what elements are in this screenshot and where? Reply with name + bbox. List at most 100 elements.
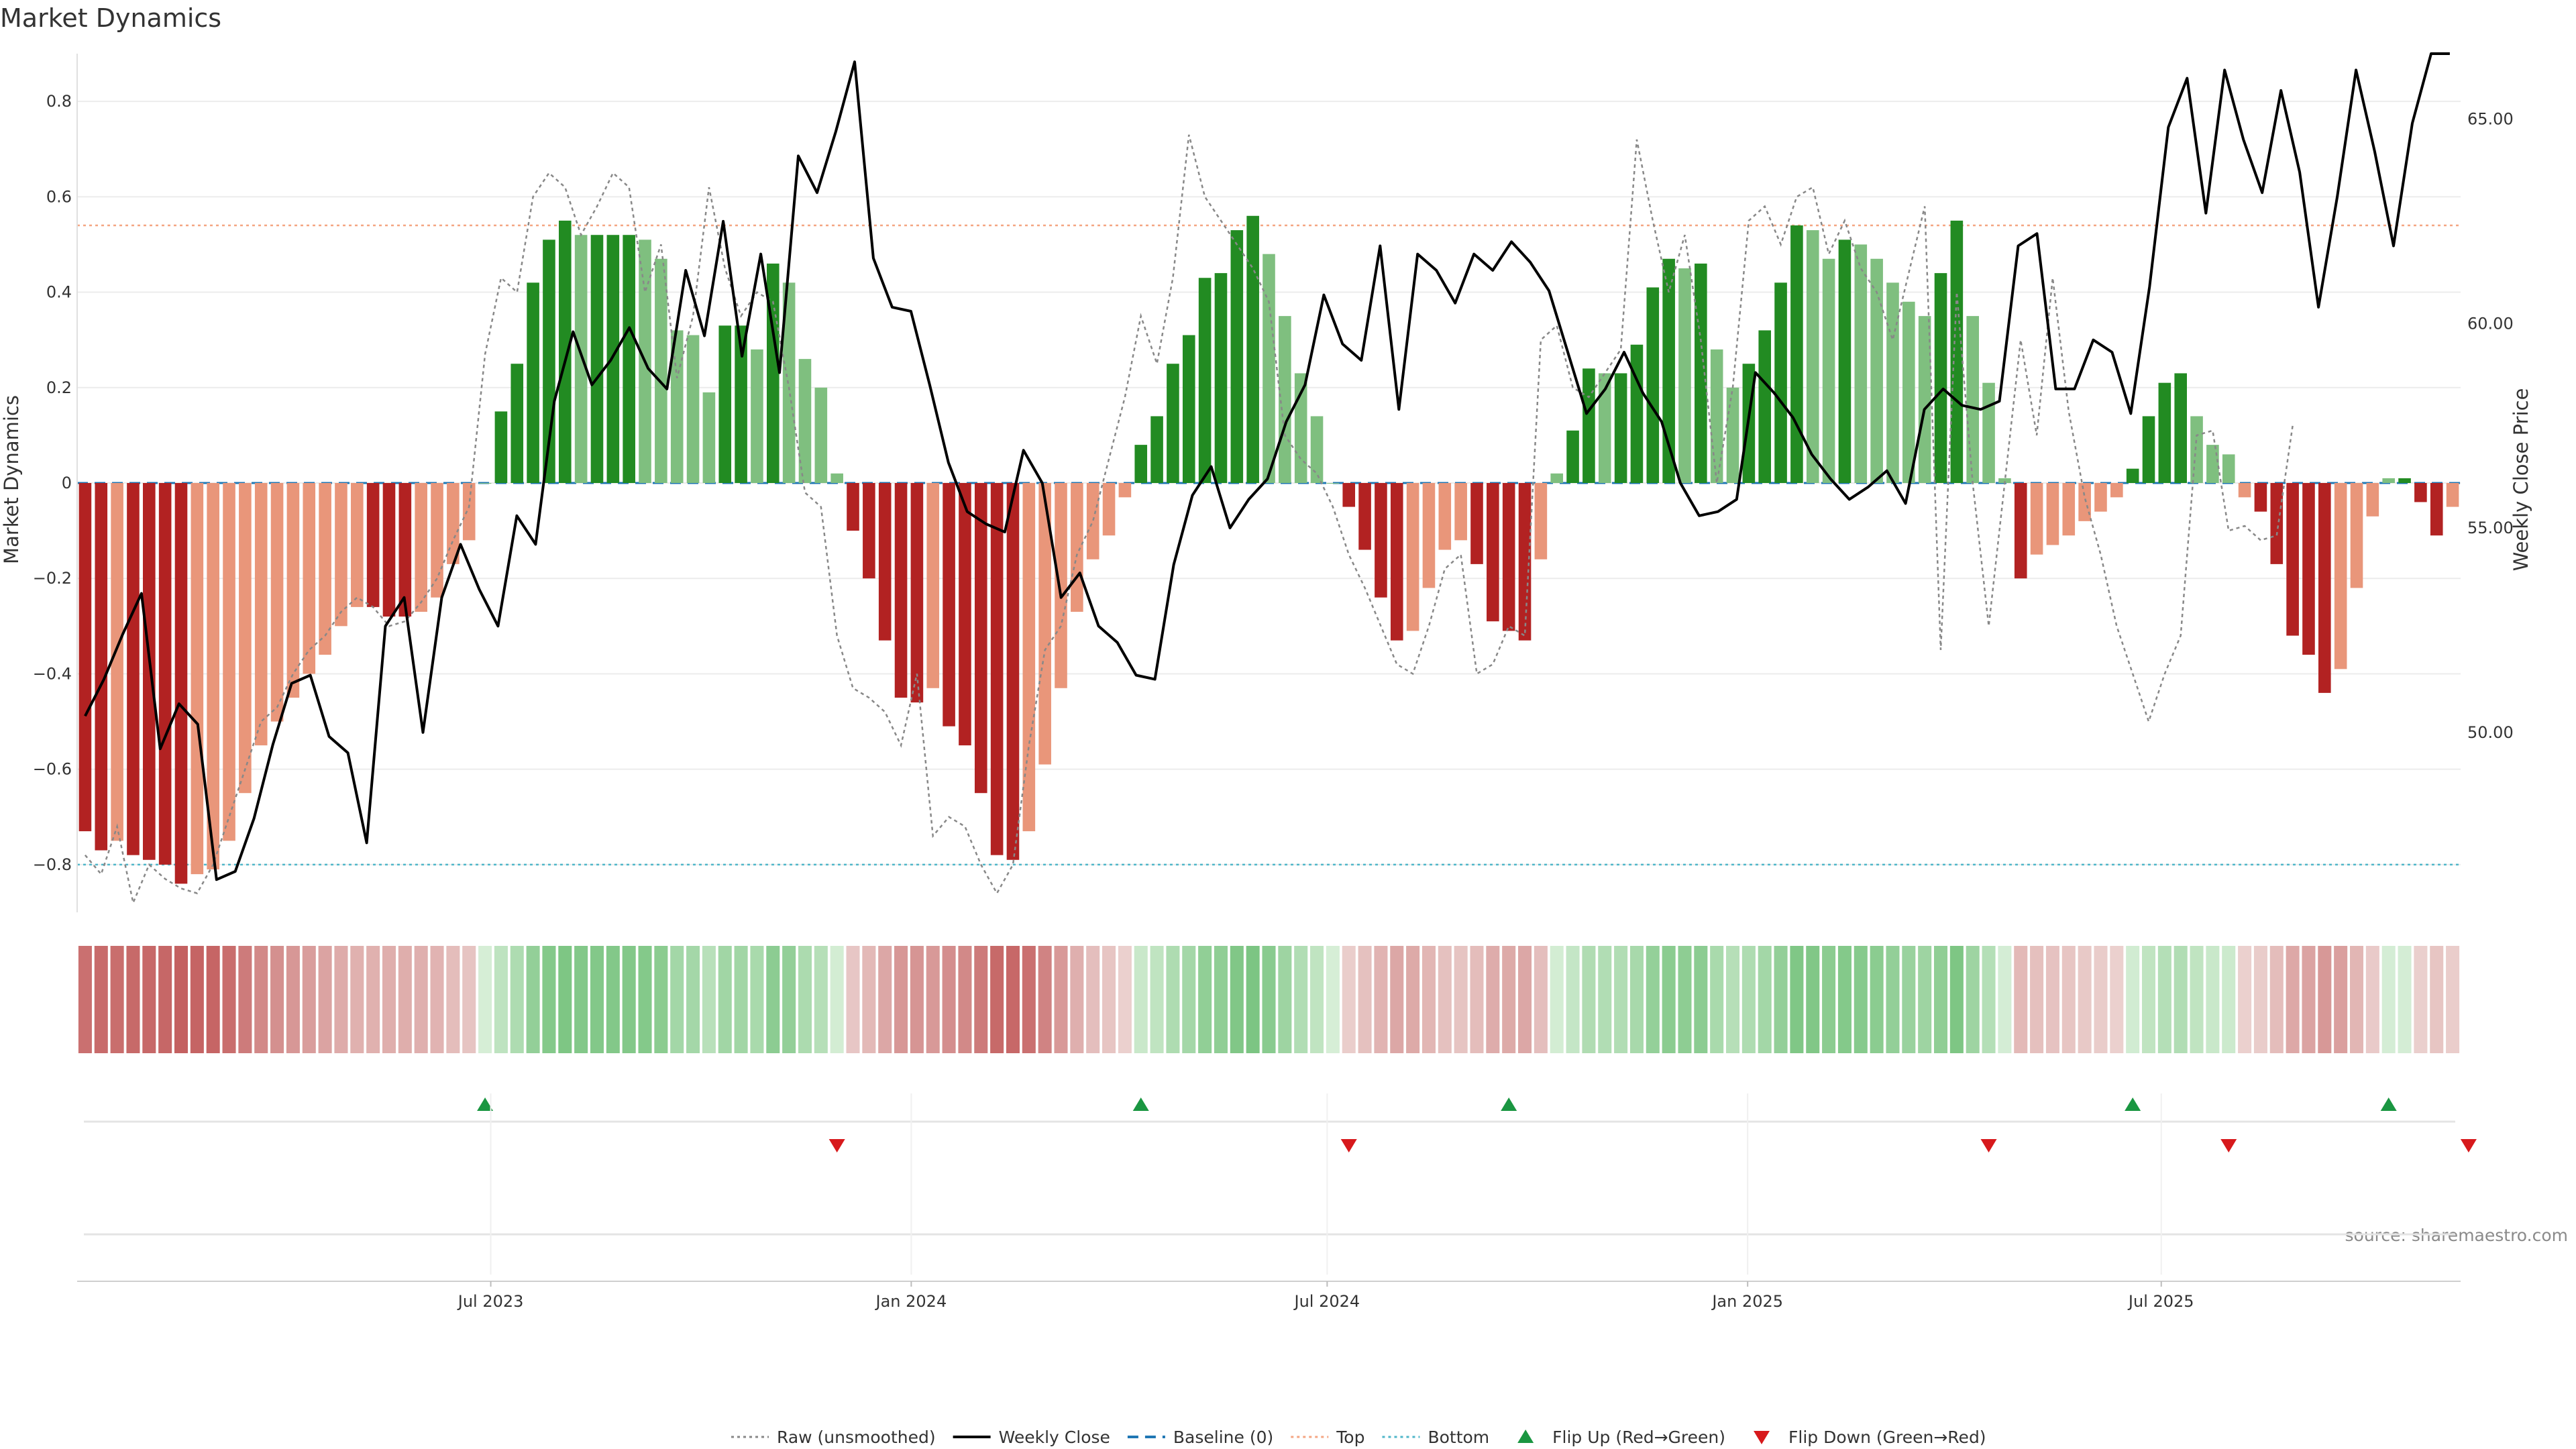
bar [223, 483, 235, 841]
regime-cell [1438, 946, 1452, 1053]
regime-cell [1518, 946, 1532, 1053]
bar [863, 483, 875, 579]
y-tick-label: −0.4 [33, 664, 72, 683]
raw-line [84, 134, 2294, 906]
bar [2110, 483, 2123, 498]
bar [2286, 483, 2299, 636]
regime-cell [606, 946, 620, 1053]
bar [1646, 287, 1660, 483]
bar [1487, 483, 1499, 622]
bar [382, 483, 396, 617]
bar [686, 335, 700, 483]
regime-cell [1022, 946, 1036, 1053]
bar [1854, 244, 1868, 483]
regime-cell [2318, 946, 2332, 1053]
regime-cell [2030, 946, 2044, 1053]
regime-cell [2190, 946, 2204, 1053]
bar [2030, 483, 2043, 555]
legend-label: Weekly Close [999, 1428, 1110, 1447]
bar [847, 483, 859, 531]
y-axis: −0.8 −0.6 −0.4 −0.2 0 0.2 0.4 0.6 0.8 [33, 54, 78, 912]
bar [1534, 483, 1548, 559]
bar [670, 330, 684, 483]
bar [319, 483, 331, 655]
bar [894, 483, 908, 698]
bar [702, 392, 716, 483]
regime-cell [558, 946, 572, 1053]
bar [1950, 220, 1964, 483]
regime-cell [638, 946, 652, 1053]
regime-cell [494, 946, 508, 1053]
regime-cell [542, 946, 556, 1053]
bar [1614, 373, 1627, 483]
regime-cell [1118, 946, 1132, 1053]
regime-cell [366, 946, 380, 1053]
regime-strip [78, 946, 2460, 1053]
regime-cell [1166, 946, 1180, 1053]
regime-cell [910, 946, 924, 1053]
y2-tick-label: 50.00 [2467, 723, 2514, 742]
bar [1918, 316, 1931, 483]
regime-cell [1102, 946, 1116, 1053]
regime-cell [2334, 946, 2348, 1053]
close-series [84, 52, 2450, 881]
legend: Raw (unsmoothed) Weekly Close Baseline (0)… [731, 1428, 1986, 1447]
regime-cell [1741, 946, 1756, 1053]
x-tick-label: Jul 2023 [457, 1292, 524, 1311]
legend-label: Flip Down (Green→Red) [1788, 1428, 1986, 1447]
regime-cell [686, 946, 700, 1053]
regime-cell [1278, 946, 1292, 1053]
bar [2350, 483, 2363, 588]
bar [1998, 478, 2011, 483]
regime-cell [926, 946, 940, 1053]
regime-cell [174, 946, 189, 1053]
bar [2222, 454, 2235, 483]
bar [2046, 483, 2059, 545]
bar [2014, 483, 2027, 579]
regime-cell [1790, 946, 1804, 1053]
bar [2302, 483, 2315, 655]
y-tick-label: 0 [62, 474, 72, 492]
regime-cell [2174, 946, 2188, 1053]
bar [2430, 483, 2443, 536]
bar [1822, 258, 1835, 483]
regime-cell [2045, 946, 2059, 1053]
bar [78, 483, 92, 832]
regime-cell [1534, 946, 1548, 1053]
legend-label: Baseline (0) [1173, 1428, 1273, 1447]
bar [1454, 483, 1467, 541]
regime-cell [1662, 946, 1676, 1053]
legend-label: Flip Up (Red→Green) [1552, 1428, 1725, 1447]
bar [1838, 239, 1851, 483]
regime-cell [302, 946, 316, 1053]
bar [1358, 483, 1371, 550]
bar [1598, 373, 1611, 483]
x-tick-label: Jul 2024 [1293, 1292, 1360, 1311]
regime-cell [398, 946, 412, 1053]
regime-cell [2157, 946, 2171, 1053]
legend-item: Flip Up (Red→Green) [1517, 1428, 1725, 1447]
regime-cell [1038, 946, 1052, 1053]
legend-item: Raw (unsmoothed) [731, 1428, 936, 1447]
bar [2238, 483, 2251, 498]
bar [1214, 273, 1228, 483]
bar [2094, 483, 2107, 512]
bar [2334, 483, 2347, 669]
regime-cell [1870, 946, 1884, 1053]
bar [1758, 330, 1772, 483]
bar [1886, 282, 1899, 483]
bar [270, 483, 284, 722]
regime-cell [2253, 946, 2267, 1053]
bar [1502, 483, 1515, 631]
regime-cell [1086, 946, 1100, 1053]
legend-label: Raw (unsmoothed) [777, 1428, 936, 1447]
regime-cell [446, 946, 460, 1053]
bar [366, 483, 380, 607]
bar [2318, 483, 2331, 693]
x-tick-label: Jan 2024 [875, 1292, 947, 1311]
bar [158, 483, 172, 865]
bar [431, 483, 443, 598]
regime-cell [814, 946, 828, 1053]
bar [1566, 430, 1579, 483]
bar [1662, 258, 1675, 483]
